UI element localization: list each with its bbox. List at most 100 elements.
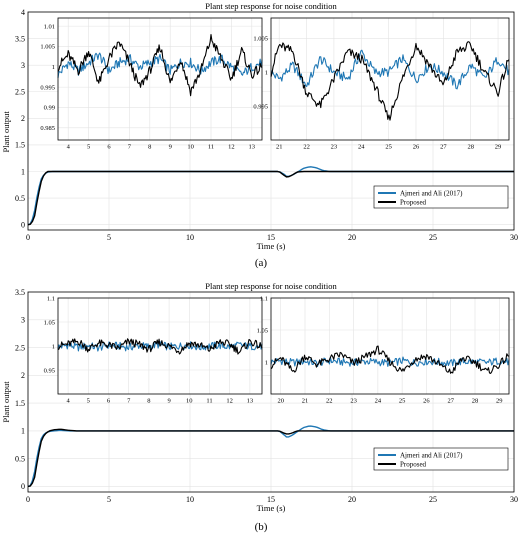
x-tick-label: 20 — [348, 495, 356, 504]
inset-right: 20 21 22 23 24 25 26 27 28 29 1 1.05 1.1 — [257, 295, 510, 405]
proposed-series-line — [270, 41, 510, 121]
axes-frame — [57, 17, 263, 141]
x-tick-label: 4 — [66, 398, 70, 405]
x-tick-label: 25 — [399, 398, 406, 405]
ajmeri-ali-series-line — [57, 52, 263, 79]
axes-frame — [57, 297, 263, 395]
y-tick-label: 0.5 — [15, 194, 25, 203]
x-tick-label: 27 — [440, 144, 447, 151]
x-tick-label: 5 — [87, 398, 90, 405]
y-tick-label: 1.1 — [260, 295, 268, 302]
y-tick-label: 0.99 — [44, 105, 55, 112]
y-tick-label: 3 — [21, 61, 25, 70]
x-tick-label: 29 — [495, 144, 502, 151]
axes-frame — [27, 11, 515, 231]
x-tick-label: 27 — [447, 398, 454, 405]
x-axis-label: Time (s) — [257, 241, 286, 251]
legend-box — [373, 447, 509, 471]
x-tick-label: 12 — [228, 144, 235, 151]
axes-frame — [270, 17, 510, 141]
x-tick-label: 5 — [107, 233, 111, 242]
chart-panel-a: Plant step response for noise condition 0… — [1, 1, 518, 269]
legend: Ajmeri and Ali (2017)Proposed — [373, 447, 509, 471]
x-tick-label: 9 — [167, 398, 170, 405]
y-tick-label: 0 — [21, 220, 25, 229]
x-tick-label: 20 — [277, 398, 284, 405]
y-tick-label: 0.995 — [253, 103, 268, 110]
x-tick-label: 25 — [385, 144, 392, 151]
panel-caption: (a) — [255, 257, 268, 269]
x-tick-label: 24 — [375, 398, 382, 405]
x-tick-label: 22 — [303, 144, 310, 151]
y-tick-label: 0.5 — [15, 454, 25, 463]
y-tick-label: 3 — [21, 316, 25, 325]
x-axis-label: Time (s) — [257, 503, 286, 513]
x-tick-label: 28 — [467, 144, 474, 151]
x-tick-label: 21 — [276, 144, 283, 151]
x-tick-label: 13 — [247, 398, 254, 405]
x-tick-label: 10 — [186, 233, 194, 242]
y-tick-label: 1 — [52, 64, 55, 71]
x-tick-label: 4 — [67, 144, 71, 151]
legend: Ajmeri and Ali (2017)Proposed — [373, 185, 509, 209]
x-tick-label: 15 — [267, 233, 275, 242]
proposed-series-line — [57, 34, 263, 97]
y-tick-label: 0.95 — [44, 367, 55, 374]
y-tick-label: 1 — [52, 343, 55, 350]
y-tick-label: 1.05 — [257, 327, 268, 334]
x-tick-label: 11 — [206, 398, 212, 405]
x-tick-label: 7 — [128, 144, 132, 151]
y-tick-label: 1.1 — [47, 295, 55, 302]
x-tick-label: 12 — [226, 398, 233, 405]
x-tick-label: 30 — [510, 495, 518, 504]
chart-title: Plant step response for noise condition — [205, 281, 337, 291]
y-tick-label: 1 — [21, 427, 25, 436]
x-tick-label: 9 — [169, 144, 172, 151]
x-tick-label: 7 — [127, 398, 131, 405]
x-tick-label: 0 — [26, 495, 30, 504]
inset-right: 21 22 23 24 25 26 27 28 29 0.995 1 1.005 — [253, 17, 510, 151]
y-tick-label: 1 — [265, 69, 268, 76]
x-tick-label: 8 — [148, 144, 151, 151]
inset-left: 4 5 6 7 8 9 10 11 12 13 0.985 0.99 0.995 1 1.005 1.01 — [40, 17, 263, 151]
y-tick-label: 1 — [265, 359, 268, 366]
x-tick-label: 26 — [423, 398, 430, 405]
y-tick-label: 2.5 — [15, 88, 25, 97]
ajmeri-ali-series-line — [270, 49, 510, 90]
y-tick-label: 0.995 — [40, 84, 55, 91]
proposed-series-line — [270, 345, 510, 374]
x-tick-label: 6 — [107, 144, 111, 151]
y-tick-label: 2 — [21, 114, 25, 123]
chart-panel-b: Plant step response for noise condition 0… — [1, 281, 518, 533]
x-tick-label: 21 — [302, 398, 309, 405]
x-tick-label: 29 — [496, 398, 503, 405]
x-tick-label: 28 — [472, 398, 479, 405]
x-tick-label: 22 — [326, 398, 333, 405]
x-tick-label: 8 — [147, 398, 150, 405]
legend-entry: Ajmeri and Ali (2017) — [400, 452, 463, 460]
axes-frame — [270, 297, 510, 395]
y-tick-label: 1.05 — [44, 319, 55, 326]
proposed-series-line — [57, 338, 263, 355]
y-tick-label: 1.01 — [44, 23, 55, 30]
panel-caption: (b) — [255, 521, 268, 533]
y-tick-label: 0.985 — [40, 125, 55, 132]
legend-entry: Ajmeri and Ali (2017) — [400, 190, 463, 198]
legend-entry: Proposed — [400, 199, 427, 207]
x-tick-label: 30 — [510, 233, 518, 242]
chart-title: Plant step response for noise condition — [205, 1, 337, 11]
axes-frame — [27, 291, 515, 493]
x-tick-label: 10 — [186, 398, 193, 405]
x-tick-label: 11 — [208, 144, 214, 151]
y-tick-label: 1.005 — [40, 44, 55, 51]
x-tick-label: 6 — [107, 398, 111, 405]
y-tick-label: 0 — [21, 482, 25, 491]
inset-plot-area — [58, 18, 262, 140]
y-tick-label: 3.5 — [15, 288, 25, 297]
legend-entry: Proposed — [400, 461, 427, 469]
y-tick-label: 4 — [21, 8, 25, 17]
x-tick-label: 13 — [249, 144, 256, 151]
ajmeri-ali-series-line — [270, 356, 510, 367]
inset-plot-area — [271, 298, 509, 394]
